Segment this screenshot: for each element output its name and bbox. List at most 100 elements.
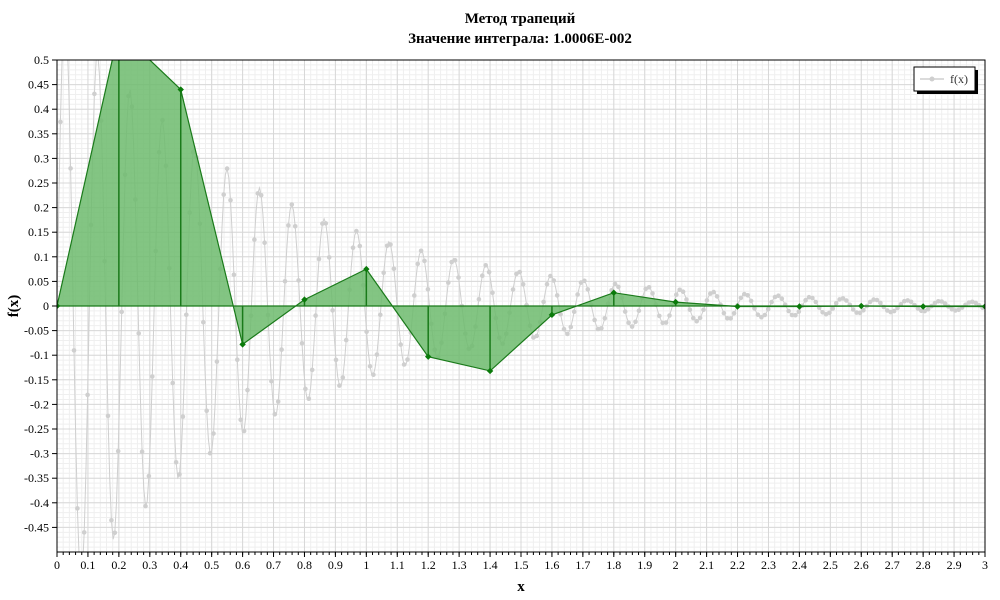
fx-point (282, 279, 288, 284)
x-tick-label: 2.6 (854, 558, 869, 572)
fx-point (922, 308, 927, 314)
fx-point (973, 300, 978, 306)
y-tick-labels: 0.5 0.45 0.4 0.35 0.3 0.25 0.2 0.15 0.1 0.05 0 -0.0… (24, 53, 49, 534)
fx-point (109, 518, 114, 523)
fx-point (854, 310, 859, 315)
x-tick-label: 1.4 (483, 558, 498, 572)
fx-point (544, 281, 550, 287)
fx-point (422, 258, 427, 264)
fx-point (704, 298, 710, 303)
y-tick-label: -0.25 (24, 422, 49, 436)
fx-point (510, 287, 516, 292)
fx-point (79, 575, 84, 580)
trapezoid-node-marker (486, 367, 494, 375)
fx-point (456, 275, 461, 280)
fx-point (871, 297, 876, 302)
y-tick-label: -0.35 (24, 471, 49, 485)
fx-point (81, 530, 87, 535)
fx-point (224, 166, 230, 171)
fx-point (279, 347, 284, 352)
x-tick-label: 0.8 (297, 558, 312, 572)
trapezoid (304, 269, 367, 306)
fx-point (568, 324, 574, 330)
fx-point (680, 289, 686, 295)
fx-point (915, 306, 921, 311)
trapezoid-layer (57, 27, 985, 375)
y-tick-label: 0.4 (34, 102, 49, 116)
trapezoid-node-marker (919, 303, 927, 310)
y-tick-label: -0.2 (30, 397, 49, 411)
trapezoid-node-marker (116, 27, 122, 33)
x-tick-label: 1.3 (452, 558, 467, 572)
fx-point (425, 287, 431, 292)
fx-point (139, 449, 145, 455)
fx-point (694, 318, 699, 324)
fx-point (582, 278, 587, 284)
fx-point (636, 308, 642, 314)
fx-point (381, 270, 387, 276)
legend: f(x) (913, 66, 978, 94)
fx-point (476, 297, 482, 302)
fx-point (391, 266, 397, 272)
fx-point (517, 269, 523, 275)
fx-point (119, 309, 124, 315)
fx-point (374, 352, 380, 357)
fx-point (272, 412, 278, 417)
fx-point (238, 417, 243, 423)
x-axis-label: x (517, 579, 525, 595)
trapezoid-node-marker (425, 353, 432, 360)
y-tick-label: -0.05 (24, 324, 49, 338)
fx-point (803, 297, 808, 303)
fx-point (303, 386, 308, 392)
fx-point (343, 337, 349, 343)
fx-point (769, 299, 774, 305)
fx-point (228, 198, 233, 203)
fx-point (309, 367, 315, 373)
fx-point (629, 324, 635, 329)
fx-point (541, 299, 546, 305)
x-tick-label: 0.5 (204, 558, 219, 572)
fx-point (112, 530, 118, 536)
fx-point (71, 348, 77, 353)
fx-point (833, 301, 839, 306)
fx-point (942, 301, 948, 306)
fx-point (684, 297, 689, 302)
fx-point (830, 306, 836, 311)
chart-title-block: Метод трапеций Значение интеграла: 1.000… (0, 9, 1000, 49)
fx-point (170, 380, 175, 386)
fx-point (211, 431, 216, 436)
y-tick-label: -0.1 (30, 348, 49, 362)
fx-point (810, 295, 815, 301)
fx-point (299, 341, 305, 346)
fx-point (289, 202, 295, 207)
fx-point (936, 299, 941, 304)
y-tick-label: 0 (43, 299, 49, 313)
fx-point (367, 364, 373, 369)
x-tick-label: 0.7 (266, 558, 281, 572)
fx-point (721, 310, 727, 316)
fx-point (292, 224, 298, 229)
x-tick-label: 1.2 (421, 558, 436, 572)
y-tick-label: -0.15 (24, 373, 49, 387)
fx-point (337, 383, 342, 388)
fx-point (241, 428, 247, 434)
fx-point (891, 308, 897, 314)
fx-point (68, 166, 73, 171)
fx-point (350, 245, 356, 250)
fx-point (755, 312, 761, 318)
fx-point (919, 308, 924, 314)
fx-point (357, 243, 363, 249)
fx-point (275, 399, 281, 404)
fx-point (255, 191, 261, 196)
fx-point (867, 299, 873, 305)
fx-point (405, 357, 410, 362)
y-axis-label: f(x) (6, 295, 22, 318)
y-tick-label: 0.3 (34, 151, 49, 165)
trapezoid-node-marker (177, 86, 184, 93)
trapezoid-node-marker (981, 303, 985, 310)
fx-point (602, 316, 608, 321)
fx-point (932, 300, 938, 306)
fx-point (326, 255, 332, 260)
fx-point (762, 312, 768, 318)
